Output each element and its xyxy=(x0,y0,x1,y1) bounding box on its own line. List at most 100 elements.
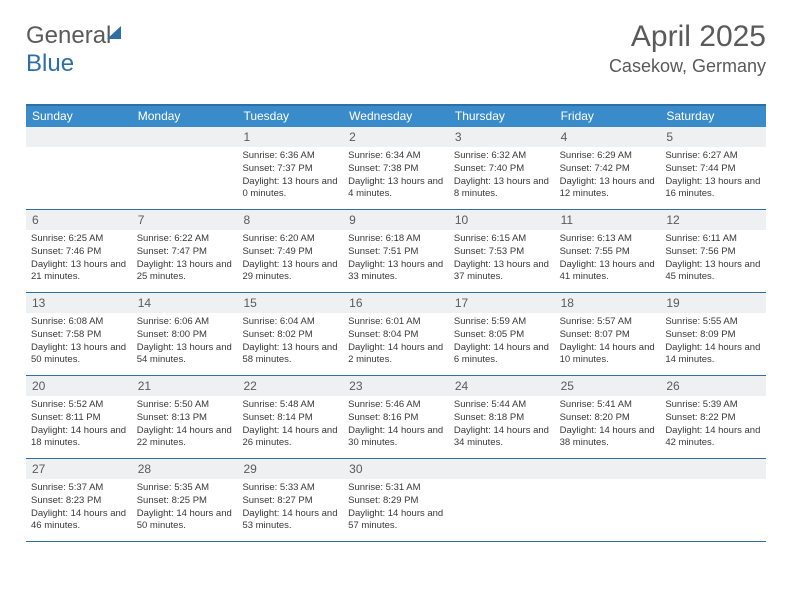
day-number: 18 xyxy=(555,293,661,313)
day-details: Sunrise: 6:08 AMSunset: 7:58 PMDaylight:… xyxy=(26,313,132,367)
day-number: 20 xyxy=(26,376,132,396)
day-number: 8 xyxy=(237,210,343,230)
day-number: 29 xyxy=(237,459,343,479)
day-details: Sunrise: 5:41 AMSunset: 8:20 PMDaylight:… xyxy=(555,396,661,450)
day-number: 3 xyxy=(449,127,555,147)
day-details: Sunrise: 6:06 AMSunset: 8:00 PMDaylight:… xyxy=(132,313,238,367)
calendar: SundayMondayTuesdayWednesdayThursdayFrid… xyxy=(26,104,766,542)
calendar-day: 1Sunrise: 6:36 AMSunset: 7:37 PMDaylight… xyxy=(237,127,343,209)
calendar-day: 24Sunrise: 5:44 AMSunset: 8:18 PMDayligh… xyxy=(449,376,555,458)
day-details: Sunrise: 6:15 AMSunset: 7:53 PMDaylight:… xyxy=(449,230,555,284)
day-details: Sunrise: 6:36 AMSunset: 7:37 PMDaylight:… xyxy=(237,147,343,201)
day-number: 21 xyxy=(132,376,238,396)
day-number: 16 xyxy=(343,293,449,313)
calendar-day xyxy=(660,459,766,541)
calendar-day: 11Sunrise: 6:13 AMSunset: 7:55 PMDayligh… xyxy=(555,210,661,292)
calendar-week: 20Sunrise: 5:52 AMSunset: 8:11 PMDayligh… xyxy=(26,376,766,459)
day-number: 15 xyxy=(237,293,343,313)
day-number: 30 xyxy=(343,459,449,479)
day-number: 22 xyxy=(237,376,343,396)
calendar-day: 10Sunrise: 6:15 AMSunset: 7:53 PMDayligh… xyxy=(449,210,555,292)
day-number: 25 xyxy=(555,376,661,396)
calendar-day: 9Sunrise: 6:18 AMSunset: 7:51 PMDaylight… xyxy=(343,210,449,292)
weekday-header: Wednesday xyxy=(343,106,449,127)
calendar-day: 2Sunrise: 6:34 AMSunset: 7:38 PMDaylight… xyxy=(343,127,449,209)
calendar-day: 22Sunrise: 5:48 AMSunset: 8:14 PMDayligh… xyxy=(237,376,343,458)
weekday-header: Monday xyxy=(132,106,238,127)
day-number: 9 xyxy=(343,210,449,230)
day-number: 28 xyxy=(132,459,238,479)
calendar-day xyxy=(26,127,132,209)
weekday-header: Friday xyxy=(555,106,661,127)
day-number xyxy=(26,127,132,147)
day-details: Sunrise: 6:11 AMSunset: 7:56 PMDaylight:… xyxy=(660,230,766,284)
month-year: April 2025 xyxy=(609,20,766,54)
calendar-day: 21Sunrise: 5:50 AMSunset: 8:13 PMDayligh… xyxy=(132,376,238,458)
weekday-header: Thursday xyxy=(449,106,555,127)
calendar-day: 15Sunrise: 6:04 AMSunset: 8:02 PMDayligh… xyxy=(237,293,343,375)
brand-part1: General xyxy=(26,22,111,49)
weekday-header: Saturday xyxy=(660,106,766,127)
day-number: 17 xyxy=(449,293,555,313)
day-details: Sunrise: 6:25 AMSunset: 7:46 PMDaylight:… xyxy=(26,230,132,284)
day-details: Sunrise: 5:52 AMSunset: 8:11 PMDaylight:… xyxy=(26,396,132,450)
day-number: 12 xyxy=(660,210,766,230)
day-details: Sunrise: 6:22 AMSunset: 7:47 PMDaylight:… xyxy=(132,230,238,284)
calendar-day: 20Sunrise: 5:52 AMSunset: 8:11 PMDayligh… xyxy=(26,376,132,458)
calendar-day: 27Sunrise: 5:37 AMSunset: 8:23 PMDayligh… xyxy=(26,459,132,541)
calendar-day: 29Sunrise: 5:33 AMSunset: 8:27 PMDayligh… xyxy=(237,459,343,541)
day-number: 2 xyxy=(343,127,449,147)
day-number: 26 xyxy=(660,376,766,396)
day-details: Sunrise: 5:48 AMSunset: 8:14 PMDaylight:… xyxy=(237,396,343,450)
weekday-header: Tuesday xyxy=(237,106,343,127)
day-number xyxy=(132,127,238,147)
weekday-header: Sunday xyxy=(26,106,132,127)
day-number: 7 xyxy=(132,210,238,230)
calendar-day: 23Sunrise: 5:46 AMSunset: 8:16 PMDayligh… xyxy=(343,376,449,458)
day-number: 4 xyxy=(555,127,661,147)
calendar-day: 16Sunrise: 6:01 AMSunset: 8:04 PMDayligh… xyxy=(343,293,449,375)
day-number: 14 xyxy=(132,293,238,313)
day-number: 13 xyxy=(26,293,132,313)
day-details: Sunrise: 5:59 AMSunset: 8:05 PMDaylight:… xyxy=(449,313,555,367)
day-number: 23 xyxy=(343,376,449,396)
day-details: Sunrise: 6:18 AMSunset: 7:51 PMDaylight:… xyxy=(343,230,449,284)
calendar-day: 14Sunrise: 6:06 AMSunset: 8:00 PMDayligh… xyxy=(132,293,238,375)
day-details: Sunrise: 6:01 AMSunset: 8:04 PMDaylight:… xyxy=(343,313,449,367)
calendar-day: 5Sunrise: 6:27 AMSunset: 7:44 PMDaylight… xyxy=(660,127,766,209)
calendar-day: 12Sunrise: 6:11 AMSunset: 7:56 PMDayligh… xyxy=(660,210,766,292)
calendar-day xyxy=(132,127,238,209)
calendar-day: 13Sunrise: 6:08 AMSunset: 7:58 PMDayligh… xyxy=(26,293,132,375)
day-number xyxy=(449,459,555,479)
day-details: Sunrise: 6:29 AMSunset: 7:42 PMDaylight:… xyxy=(555,147,661,201)
calendar-day: 6Sunrise: 6:25 AMSunset: 7:46 PMDaylight… xyxy=(26,210,132,292)
calendar-day: 19Sunrise: 5:55 AMSunset: 8:09 PMDayligh… xyxy=(660,293,766,375)
calendar-day: 3Sunrise: 6:32 AMSunset: 7:40 PMDaylight… xyxy=(449,127,555,209)
day-details: Sunrise: 5:33 AMSunset: 8:27 PMDaylight:… xyxy=(237,479,343,533)
day-details: Sunrise: 6:34 AMSunset: 7:38 PMDaylight:… xyxy=(343,147,449,201)
calendar-week: 13Sunrise: 6:08 AMSunset: 7:58 PMDayligh… xyxy=(26,293,766,376)
calendar-day: 30Sunrise: 5:31 AMSunset: 8:29 PMDayligh… xyxy=(343,459,449,541)
calendar-grid: 1Sunrise: 6:36 AMSunset: 7:37 PMDaylight… xyxy=(26,127,766,542)
day-details: Sunrise: 5:44 AMSunset: 8:18 PMDaylight:… xyxy=(449,396,555,450)
day-number: 1 xyxy=(237,127,343,147)
calendar-day: 25Sunrise: 5:41 AMSunset: 8:20 PMDayligh… xyxy=(555,376,661,458)
calendar-day xyxy=(555,459,661,541)
header-block: April 2025 Casekow, Germany xyxy=(609,20,766,77)
day-details: Sunrise: 5:31 AMSunset: 8:29 PMDaylight:… xyxy=(343,479,449,533)
weekday-header-row: SundayMondayTuesdayWednesdayThursdayFrid… xyxy=(26,106,766,127)
day-details: Sunrise: 6:04 AMSunset: 8:02 PMDaylight:… xyxy=(237,313,343,367)
day-details: Sunrise: 5:55 AMSunset: 8:09 PMDaylight:… xyxy=(660,313,766,367)
day-number: 24 xyxy=(449,376,555,396)
day-details: Sunrise: 6:32 AMSunset: 7:40 PMDaylight:… xyxy=(449,147,555,201)
brand-part2: Blue xyxy=(26,50,74,77)
day-number: 5 xyxy=(660,127,766,147)
day-details: Sunrise: 5:39 AMSunset: 8:22 PMDaylight:… xyxy=(660,396,766,450)
brand-triangle-icon xyxy=(107,26,121,39)
day-number: 11 xyxy=(555,210,661,230)
calendar-day xyxy=(449,459,555,541)
day-details: Sunrise: 5:57 AMSunset: 8:07 PMDaylight:… xyxy=(555,313,661,367)
day-number: 19 xyxy=(660,293,766,313)
day-number: 6 xyxy=(26,210,132,230)
day-number: 10 xyxy=(449,210,555,230)
